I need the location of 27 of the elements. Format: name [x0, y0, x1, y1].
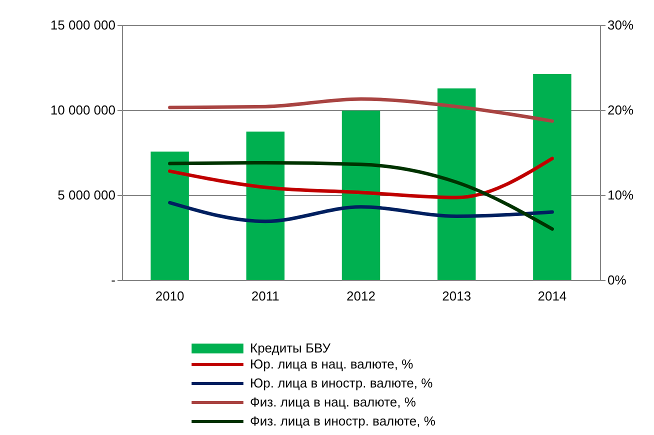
legend-label: Физ. лица в иностр. валюте, %	[250, 414, 436, 428]
bar	[246, 132, 285, 280]
x-tick-label: 2013	[442, 288, 472, 304]
line-series	[168, 200, 554, 224]
y2-tick-label: 30%	[608, 18, 634, 32]
y-tick-label: 15 000 000	[50, 18, 116, 32]
line-series	[168, 160, 554, 231]
y-tick-label: 5 000 000	[58, 188, 116, 202]
legend-label: Юр. лица в иностр. валюте, %	[250, 376, 434, 390]
bar	[342, 110, 380, 280]
y2-tick-label: 0%	[608, 272, 627, 288]
y2-tick-label: 10%	[608, 188, 634, 202]
legend-label: Физ. лица в нац. валюте, %	[250, 394, 416, 410]
x-tick-label: 2011	[251, 288, 280, 304]
y2-tick-label: 20%	[608, 102, 634, 118]
line-series	[168, 97, 554, 123]
legend-label: Юр. лица в нац. валюте, %	[250, 356, 414, 372]
x-tick-label: 2014	[538, 288, 567, 304]
y-tick-label: -	[111, 272, 116, 288]
y-tick-label: 10 000 000	[50, 102, 116, 118]
x-tick-label: 2012	[346, 288, 376, 304]
bar	[533, 74, 572, 280]
line-series	[168, 156, 554, 200]
x-tick-label: 2010	[155, 288, 184, 304]
legend-label: Кредиты БВУ	[250, 340, 332, 356]
bar	[437, 88, 476, 280]
bar	[150, 152, 189, 280]
